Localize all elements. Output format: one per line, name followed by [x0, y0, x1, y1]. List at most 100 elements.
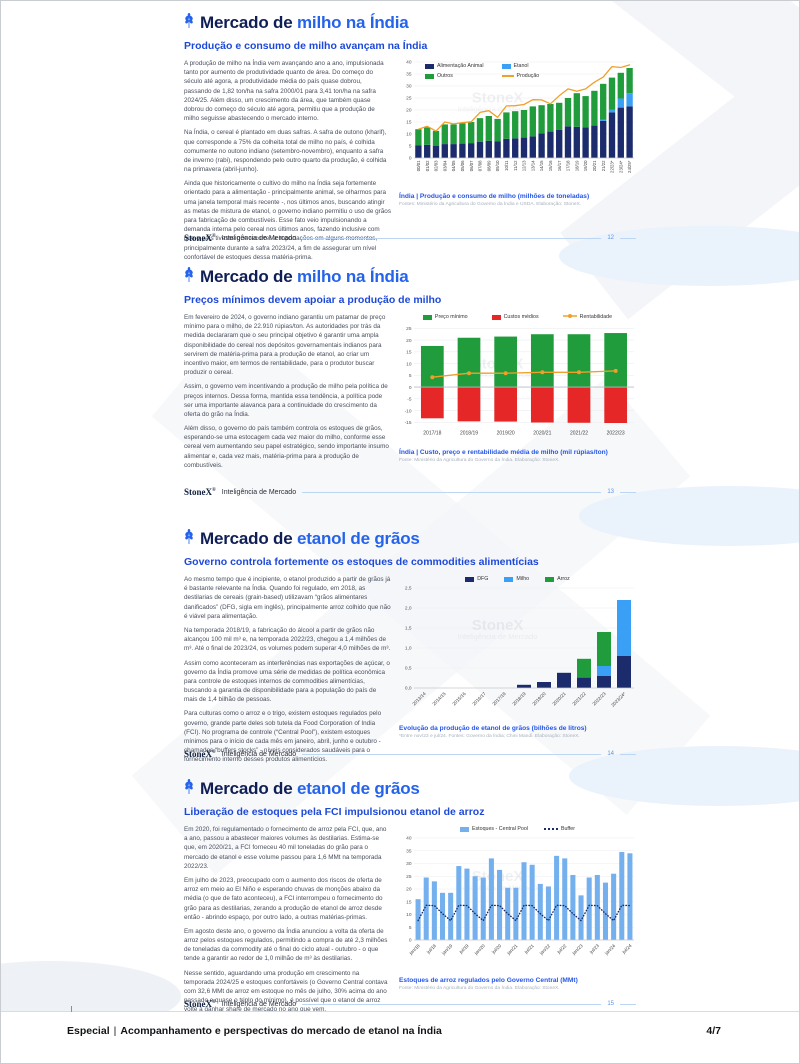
svg-text:25: 25	[406, 96, 412, 102]
svg-text:14/15: 14/15	[539, 160, 544, 171]
body-paragraph: Em julho de 2023, preocupado com o aumen…	[184, 876, 383, 921]
svg-text:2020/21: 2020/21	[551, 691, 567, 707]
svg-text:2014/15: 2014/15	[431, 691, 447, 707]
svg-text:2015/16: 2015/16	[451, 691, 467, 707]
chart-footnote: *Entre nov/23 e jul/24. Fontes: Governo …	[399, 734, 580, 739]
svg-text:-15: -15	[405, 420, 412, 426]
document-footer-bar: Especial | Acompanhamento e perspectivas d…	[1, 1006, 799, 1063]
chart-source: Fonte: Ministério da Agricultura do Gove…	[399, 986, 560, 991]
slide-footer: StoneX® Inteligência de Mercado 14	[184, 749, 636, 759]
chart-legend: Preço mínimo Custos médios Rentabilidade	[399, 313, 636, 321]
svg-text:jul/24: jul/24	[621, 943, 633, 955]
svg-text:0: 0	[409, 156, 412, 162]
svg-text:5: 5	[409, 373, 412, 379]
legend-item: Milho	[504, 575, 529, 583]
footer-rule	[302, 1003, 602, 1005]
brand-tagline: Inteligência de Mercado	[221, 1000, 297, 1008]
svg-text:2022/23: 2022/23	[591, 691, 607, 707]
slide-subtitle: Produção e consumo de milho avançam na Í…	[184, 40, 428, 52]
body-paragraph: Para culturas como o arroz e o trigo, ex…	[184, 710, 382, 764]
slide-footer: StoneX® Inteligência de Mercado 13	[184, 487, 636, 497]
svg-text:2013/14: 2013/14	[411, 691, 427, 707]
body-paragraph: Na Índia, o cereal é plantado em duas sa…	[184, 129, 387, 174]
svg-text:08/09: 08/09	[486, 160, 491, 171]
footer-rule-stub	[620, 753, 636, 755]
slide-title-row: Mercado de etanol de grãos	[166, 779, 636, 799]
chart-source: Fontes: Ministério da Agricultura do Gov…	[399, 202, 582, 207]
svg-text:jan/21: jan/21	[505, 943, 518, 956]
body-paragraph: Em 2020, foi regulamentado o forneciment…	[184, 826, 387, 870]
body-paragraph: Assim, o governo vem incentivando a prod…	[184, 383, 388, 418]
legend-item: DFG	[465, 575, 488, 583]
chart-legend: Estoques - Central Pool Buffer	[399, 825, 636, 833]
svg-text:Inteligência de Mercado: Inteligência de Mercado	[458, 632, 538, 641]
svg-text:24/25*: 24/25*	[627, 160, 632, 173]
grain-icon	[184, 529, 194, 549]
svg-text:2016/17: 2016/17	[471, 691, 487, 707]
svg-text:20: 20	[406, 338, 412, 344]
body-text: Em fevereiro de 2024, o governo indiano …	[184, 313, 391, 475]
svg-text:-10: -10	[405, 408, 412, 414]
svg-text:23/24*: 23/24*	[618, 160, 623, 173]
background-wave	[569, 746, 799, 806]
svg-text:35: 35	[406, 72, 412, 78]
brand-tagline: Inteligência de Mercado	[221, 750, 297, 758]
stonex-logo: StoneX®	[184, 487, 216, 497]
document-title: Especial | Acompanhamento e perspectivas d…	[67, 1025, 442, 1037]
legend-label: Arroz	[557, 576, 570, 582]
svg-text:15: 15	[406, 120, 412, 126]
svg-text:2021/22: 2021/22	[571, 691, 587, 707]
svg-text:-5: -5	[407, 397, 412, 403]
chart-caption: Índia | Produção e consumo de milho (mil…	[399, 193, 590, 200]
slide-subtitle: Governo controla fortemente os estoques …	[184, 556, 539, 568]
svg-text:09/10: 09/10	[495, 160, 500, 171]
legend-label: Outros	[437, 73, 453, 79]
svg-text:1,5: 1,5	[405, 626, 412, 632]
chart-caption: Índia | Custo, preço e rentabilidade méd…	[399, 449, 608, 456]
svg-text:2019/20: 2019/20	[497, 431, 515, 437]
svg-text:17/18: 17/18	[566, 160, 571, 171]
legend-label: DFG	[477, 576, 489, 582]
svg-text:2017/18: 2017/18	[491, 691, 507, 707]
svg-text:StoneX: StoneX	[472, 89, 524, 106]
svg-text:2019/20: 2019/20	[531, 691, 547, 707]
slide-title-row: Mercado de milho na Índia	[166, 13, 636, 33]
stacked-bar-chart: 0 5 10 15 20 25 30 35 40 StoneX Inteligência de Me…	[399, 59, 636, 188]
slide-milho-producao: Mercado de milho na Índia Produção e con…	[166, 9, 636, 261]
svg-text:02/03: 02/03	[434, 160, 439, 171]
legend-label: Buffer	[560, 826, 575, 832]
legend-item: Arroz	[545, 575, 570, 583]
svg-text:25: 25	[406, 874, 412, 880]
svg-text:10: 10	[406, 912, 412, 918]
legend-marker-icon	[562, 313, 577, 321]
svg-text:30: 30	[406, 84, 412, 90]
slide-page-number: 14	[607, 751, 614, 757]
legend-marker-icon	[460, 826, 469, 832]
slide-title-row: Mercado de milho na Índia	[166, 267, 636, 287]
svg-text:Inteligência de Mercado: Inteligência de Mercado	[458, 104, 538, 113]
slide-milho-precos: Mercado de milho na Índia Preços mínimos…	[166, 263, 636, 505]
svg-text:0: 0	[409, 938, 412, 944]
svg-text:20: 20	[406, 887, 412, 893]
legend-item: Produção	[501, 73, 539, 79]
svg-text:jan/24: jan/24	[603, 943, 616, 956]
chart-area: DFG Milho Arroz 0,0 0,5 1,0 1,5 2,0 2,5 StoneX In…	[399, 575, 636, 770]
svg-text:18/19: 18/19	[574, 160, 579, 171]
svg-text:jan/18: jan/18	[408, 943, 421, 956]
slide-title: Mercado de etanol de grãos	[200, 529, 420, 548]
legend-marker-icon	[425, 63, 434, 69]
svg-text:StoneX: StoneX	[472, 617, 524, 634]
legend-marker-icon	[501, 75, 514, 77]
svg-text:30: 30	[406, 861, 412, 867]
footer-rule	[302, 491, 602, 493]
body-paragraph: Nesse sentido, aguardando uma produção e…	[184, 969, 388, 1014]
slide-footer: StoneX® Inteligência de Mercado 12	[184, 233, 636, 243]
svg-text:jul/18: jul/18	[425, 943, 437, 955]
background-wave	[559, 226, 799, 286]
svg-text:10: 10	[406, 132, 412, 138]
brand-tagline: Inteligência de Mercado	[221, 488, 297, 496]
body-paragraph: Em agosto deste ano, o governo da Índia …	[184, 927, 388, 963]
svg-text:1,0: 1,0	[405, 646, 412, 652]
legend-marker-icon	[504, 576, 514, 582]
